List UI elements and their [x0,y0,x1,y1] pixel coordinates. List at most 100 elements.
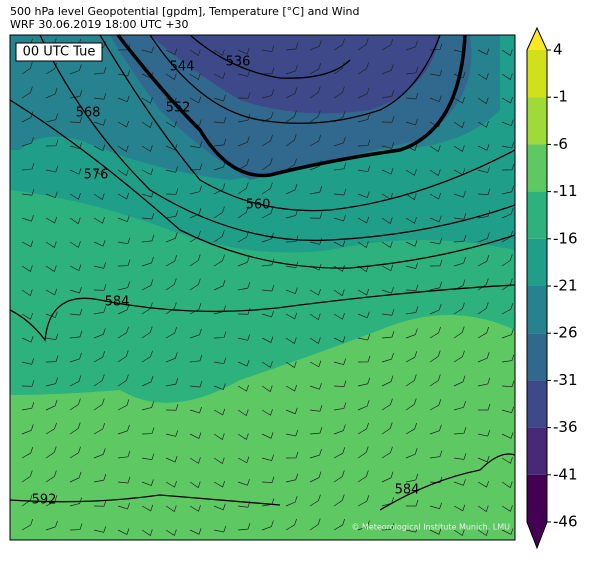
wind-barb [189,380,203,388]
wind-barb [285,495,298,507]
wind-barb [261,409,273,416]
wind-barb [165,481,177,488]
wind-barb [309,383,322,390]
wind-barb [309,427,323,435]
wind-barb [429,450,443,459]
wind-barb [477,302,489,315]
wind-barb [357,288,369,296]
wind-barb [429,259,443,267]
wind-barb [237,385,249,392]
wind-barb [165,326,178,339]
wind-barb [45,422,57,435]
colorbar-tick-label: -31 [553,371,578,389]
wind-barb [405,448,418,459]
wind-barb [405,240,418,247]
wind-barb [261,134,273,147]
colorbar-band [527,380,547,428]
wind-barb [69,168,82,175]
wind-barb [381,38,394,51]
wind-barb [237,92,251,99]
wind-barb [69,308,83,316]
colorbar-tick-label: 4 [553,41,563,59]
contour-label: 544 [170,60,195,75]
map: 536 544 552 560 568 576 584 592 584 00 UTC Tue ©… [9,33,516,541]
wind-barb [45,399,58,411]
wind-barb [357,38,369,51]
wind-barb [189,303,202,315]
wind-barb [309,86,321,99]
colorbar-tick-label: -11 [553,182,578,200]
wind-barb [69,116,83,123]
wind-barb [285,209,299,219]
wind-barb [213,408,226,416]
wind-barb [141,46,154,53]
wind-barb [189,328,202,339]
wind-barb [141,504,154,512]
wind-barb [357,399,370,411]
wind-barb [357,191,370,198]
wind-barb [333,289,345,297]
wind-barb [357,216,370,224]
wind-barb [141,256,154,267]
wind-barb [213,94,226,102]
wind-barb [309,518,321,531]
wind-barb [237,501,251,508]
map-frame [9,34,516,541]
wind-barb [429,281,443,291]
contour-line [189,34,351,79]
wind-barb [165,143,178,151]
wind-barb [309,62,322,75]
wind-barb [165,302,177,315]
wind-barb [309,337,321,345]
wind-barb [501,278,513,291]
wind-barb [213,230,225,243]
wind-barb [141,212,155,220]
wind-barb [189,207,202,219]
wind-barb [213,116,227,124]
wind-barb [429,374,441,387]
wind-barb [93,284,107,291]
header-line1: 500 hPa level Geopotential [gpdm], Tempe… [10,5,359,18]
colorbar-tick-label: -1 [553,88,568,106]
wind-barb [237,182,249,195]
wind-barb [165,188,179,195]
wind-barb [93,422,106,435]
wind-barb [477,429,491,437]
wind-barb [453,479,466,486]
wind-barb [285,235,299,243]
wind-barb [117,281,131,291]
wind-barb [237,230,250,243]
wind-barb [405,351,418,363]
wind-barb [141,375,154,387]
wind-barb [93,119,106,126]
wind-barb [237,334,251,341]
colorbar-tick-label: -26 [553,324,578,342]
wind-barb [285,473,299,483]
wind-barb [237,256,250,267]
wind-barb [189,354,203,363]
wind-barb [285,384,297,392]
wind-barb [501,141,515,149]
wind-barb [477,188,491,195]
wind-barb [21,446,34,459]
wind-barb [429,476,443,484]
wind-barb [213,525,227,533]
wind-barb [93,500,107,507]
wind-barb [405,525,419,533]
wind-barb [285,429,299,437]
wind-barb [333,240,346,247]
wind-barb [357,165,371,173]
wind-barb [285,518,297,531]
wind-barb [309,212,323,219]
wind-barb [21,240,34,248]
contour-line [39,34,516,242]
wind-barb [501,528,514,535]
wind-barb [501,96,513,104]
wind-barb [501,481,513,489]
wind-barb [141,453,155,461]
wind-barb [285,110,297,123]
wind-barb [117,169,129,177]
wind-barb [309,289,321,296]
wind-barb [165,404,179,411]
wind-barb [477,505,489,513]
